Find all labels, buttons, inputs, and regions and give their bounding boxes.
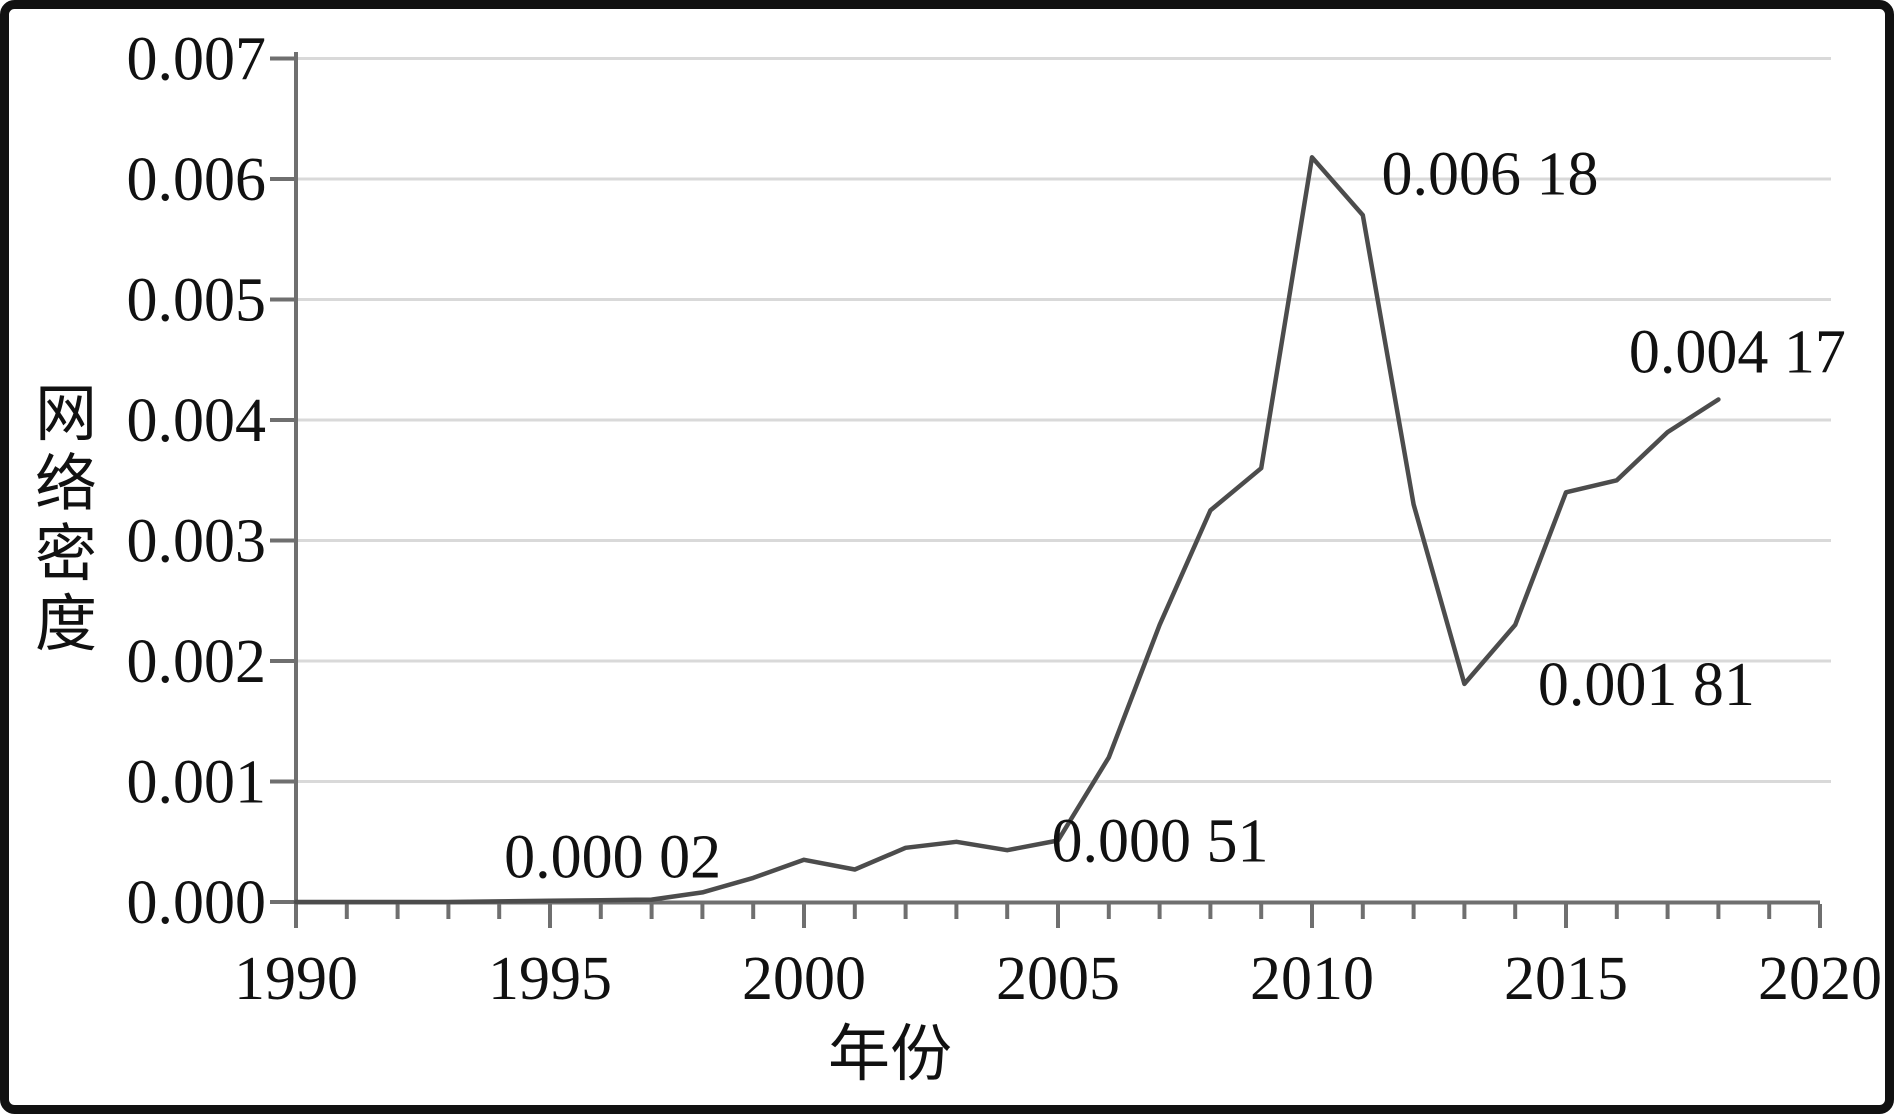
- x-tick-label: 2015: [1504, 945, 1628, 1013]
- annotation-2010: 0.006 18: [1382, 140, 1599, 208]
- annotation-2013: 0.001 81: [1538, 651, 1755, 719]
- x-tick-label: 2010: [1250, 945, 1374, 1013]
- y-tick-label: 0.002: [127, 628, 267, 696]
- y-tick-label: 0.003: [127, 508, 267, 576]
- annotation-2005: 0.000 51: [1052, 808, 1269, 876]
- y-tick-label: 0.004: [127, 387, 267, 455]
- annotation-1997: 0.000 02: [504, 824, 721, 892]
- x-tick-label: 2020: [1758, 945, 1882, 1013]
- x-tick-label: 2000: [742, 945, 866, 1013]
- y-axis-title: 网络密度: [34, 381, 97, 659]
- x-axis-title: 年份: [827, 1021, 953, 1089]
- network-density-series: [293, 155, 1721, 905]
- x-tick-label: 2005: [996, 945, 1120, 1013]
- data-annotations: 0.000 02 0.000 51 0.006 18 0.001 81 0.004 17: [504, 140, 1846, 891]
- gridlines: [297, 57, 1831, 783]
- tick-marks: [270, 56, 1822, 928]
- y-tick-label: 0.001: [127, 749, 267, 817]
- y-tick-label: 0.000: [127, 869, 267, 937]
- tick-labels: 0.000 0.001 0.002 0.003 0.004 0.005 0.006 0.007…: [127, 26, 1883, 1014]
- y-tick-label: 0.007: [127, 26, 267, 94]
- data-series-line: [293, 155, 1721, 905]
- y-tick-label: 0.005: [127, 267, 267, 335]
- x-tick-label: 1995: [488, 945, 612, 1013]
- annotation-2018: 0.004 17: [1629, 319, 1846, 387]
- y-tick-label: 0.006: [127, 146, 267, 214]
- x-tick-label: 1990: [234, 945, 358, 1013]
